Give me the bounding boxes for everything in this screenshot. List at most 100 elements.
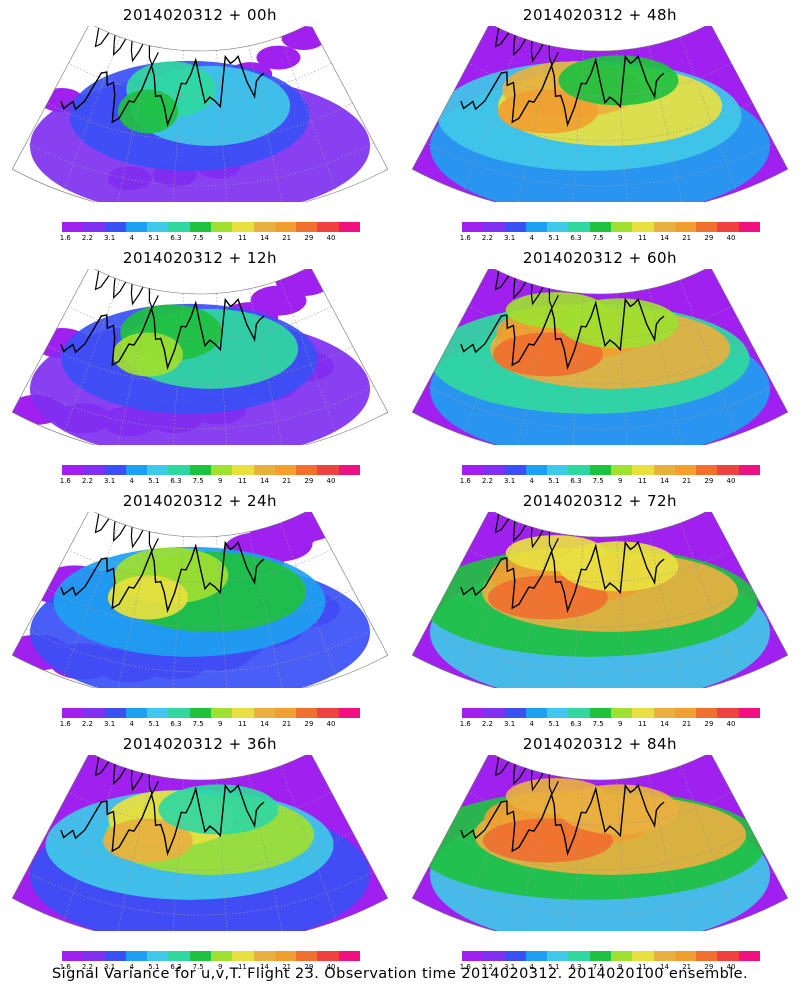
colorbar bbox=[62, 708, 360, 718]
map-panel: 2014020312 + 00h 1.6 2.2 3.1 4 5.1 6.3 7.5 9 11 1… bbox=[0, 0, 400, 243]
graticule-line bbox=[571, 779, 584, 931]
colorbar-tick-label: 7.5 bbox=[192, 720, 204, 728]
colorbar-swatch bbox=[525, 465, 548, 475]
colorbar-swatch bbox=[653, 708, 675, 718]
colorbar-tick-label: 5.1 bbox=[148, 477, 160, 485]
graticule-line bbox=[280, 279, 338, 435]
variance-contour bbox=[505, 292, 606, 329]
graticule-line bbox=[616, 779, 629, 931]
colorbar-swatch bbox=[547, 708, 569, 718]
graticule-line bbox=[516, 531, 552, 688]
colorbar-swatch bbox=[210, 465, 233, 475]
colorbar-tick-label: 11 bbox=[237, 477, 247, 485]
colorbar-tick-label: 4 bbox=[129, 720, 134, 728]
colorbar-swatch bbox=[189, 222, 211, 232]
colorbar-tick-label: 9 bbox=[218, 720, 223, 728]
colorbar-tick-label: 14 bbox=[660, 477, 670, 485]
colorbar-tick-label: 3.1 bbox=[504, 963, 516, 971]
colorbar-swatch bbox=[504, 465, 526, 475]
colorbar-tick-label: 5.1 bbox=[548, 963, 560, 971]
colorbar-swatch bbox=[210, 222, 233, 232]
colorbar-tick-label: 1.6 bbox=[59, 477, 71, 485]
colorbar-tick-label: 11 bbox=[237, 963, 247, 971]
graticule-line bbox=[116, 774, 152, 931]
colorbar-tick-label: 21 bbox=[682, 234, 692, 242]
colorbar-swatch bbox=[168, 708, 190, 718]
colorbar-swatch bbox=[653, 222, 675, 232]
map-border bbox=[411, 512, 789, 688]
graticule-line bbox=[62, 279, 120, 435]
colorbar-tick-label: 4 bbox=[129, 234, 134, 242]
colorbar-tick-label: 5.1 bbox=[548, 720, 560, 728]
graticule-line bbox=[680, 522, 738, 678]
graticule-line bbox=[680, 279, 738, 435]
graticule-line bbox=[571, 293, 584, 445]
coastline bbox=[460, 297, 665, 371]
colorbar-tick-label: 29 bbox=[304, 720, 314, 728]
graticule-line bbox=[571, 50, 584, 202]
graticule-line bbox=[447, 831, 753, 871]
colorbar-swatch bbox=[674, 465, 697, 475]
colorbar-swatch bbox=[274, 465, 297, 475]
colorbar-tick-label: 29 bbox=[304, 477, 314, 485]
colorbar-swatch bbox=[125, 222, 148, 232]
colorbar bbox=[462, 708, 760, 718]
colorbar-tick-label: 14 bbox=[660, 720, 670, 728]
colorbar-tick-label: 14 bbox=[260, 720, 270, 728]
graticule-line bbox=[116, 531, 152, 688]
colorbar-tick-label: 4 bbox=[129, 477, 134, 485]
colorbar-swatch bbox=[125, 465, 148, 475]
map-panel: 2014020312 + 84h 1.6 2.2 3.1 4 5.1 6.3 7.5 9 11 1… bbox=[400, 729, 800, 972]
colorbar-swatch bbox=[462, 951, 484, 961]
panel-title: 2014020312 + 48h bbox=[522, 6, 678, 24]
map-panel: 2014020312 + 12h 1.6 2.2 3.1 4 5.1 6.3 7.5 9 11 1… bbox=[0, 243, 400, 486]
map-border bbox=[11, 26, 389, 202]
colorbar-tick-label: 6.3 bbox=[570, 477, 582, 485]
graticule-line bbox=[468, 548, 732, 583]
colorbar-swatch bbox=[317, 465, 339, 475]
colorbar-swatch bbox=[632, 708, 654, 718]
colorbar-tick-label: 2.2 bbox=[481, 963, 494, 971]
colorbar-swatch bbox=[253, 951, 275, 961]
colorbar bbox=[462, 222, 760, 232]
colorbar-swatch bbox=[717, 708, 739, 718]
colorbar-swatch bbox=[674, 951, 697, 961]
graticule-line bbox=[280, 36, 338, 192]
variance-contour bbox=[158, 784, 279, 835]
colorbar-swatch bbox=[504, 951, 526, 961]
colorbar-swatch bbox=[525, 951, 548, 961]
colorbar-tick-label: 7.5 bbox=[192, 234, 204, 242]
colorbar-tick-label: 2.2 bbox=[81, 963, 94, 971]
colorbar-swatch bbox=[589, 951, 611, 961]
colorbar-swatch bbox=[189, 465, 211, 475]
colorbar-swatch bbox=[168, 951, 190, 961]
variance-contour bbox=[492, 332, 603, 377]
colorbar-swatch bbox=[317, 951, 339, 961]
colorbar-tick-label: 14 bbox=[260, 477, 270, 485]
variance-contour bbox=[497, 89, 598, 134]
colorbar-tick-label: 21 bbox=[682, 963, 692, 971]
colorbar-swatch bbox=[696, 951, 718, 961]
graticule-line bbox=[616, 293, 629, 445]
graticule-line bbox=[248, 288, 284, 445]
colorbar-tick-label: 5.1 bbox=[148, 720, 160, 728]
colorbar-tick-label: 7.5 bbox=[192, 963, 204, 971]
graticule-line bbox=[216, 536, 229, 688]
colorbar-tick-label: 7.5 bbox=[592, 720, 604, 728]
colorbar-tick-label: 4 bbox=[129, 963, 134, 971]
graticule-line bbox=[280, 765, 338, 921]
map-panel: 2014020312 + 24h 1.6 2.2 3.1 4 5.1 6.3 7.5 9 11 1… bbox=[0, 486, 400, 729]
graticule-line bbox=[68, 62, 332, 97]
graticule-line bbox=[426, 385, 774, 430]
colorbar-tick-label: 7.5 bbox=[592, 477, 604, 485]
colorbar-tick-label: 6.3 bbox=[570, 720, 582, 728]
colorbar-tick-label: 6.3 bbox=[170, 720, 182, 728]
colorbar-swatch bbox=[589, 465, 611, 475]
colorbar-tick-label: 3.1 bbox=[104, 477, 116, 485]
colorbar-swatch bbox=[296, 222, 318, 232]
colorbar-tick-label: 11 bbox=[237, 234, 247, 242]
colorbar-tick-label: 5.1 bbox=[148, 963, 160, 971]
colorbar-ticks: 1.6 2.2 3.1 4 5.1 6.3 7.5 9 11 14 21 29 40 bbox=[59, 477, 360, 486]
graticule-line bbox=[216, 779, 229, 931]
colorbar-tick-label: 14 bbox=[260, 963, 270, 971]
